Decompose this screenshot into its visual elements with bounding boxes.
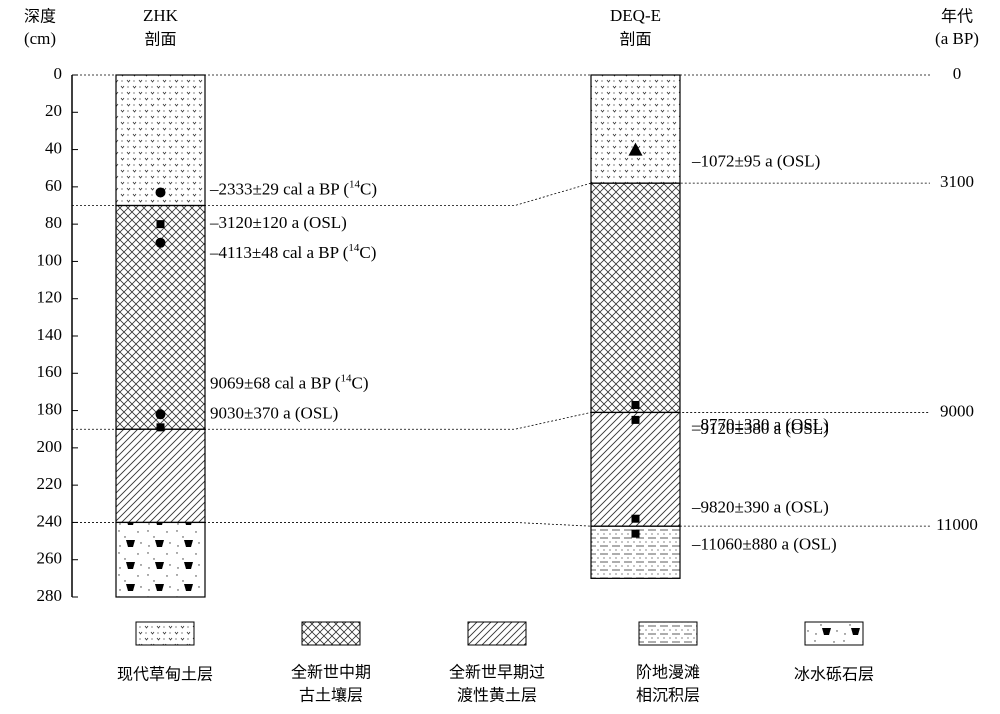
legend-label: 全新世中期 xyxy=(291,663,371,682)
depth-tick-label: 100 xyxy=(37,250,63,269)
boundary-line xyxy=(72,412,930,430)
depth-tick-label: 140 xyxy=(37,325,63,344)
sample-marker xyxy=(631,415,640,424)
sample-marker xyxy=(155,409,166,420)
legend-swatch xyxy=(638,621,698,646)
age-unit: (a BP) xyxy=(935,29,979,48)
boundary-line xyxy=(72,182,930,206)
layer xyxy=(590,74,681,184)
label-sup: 14 xyxy=(341,372,353,384)
profile-subtitle: 剖面 xyxy=(619,30,651,49)
label-text: –9120±380 a (OSL) xyxy=(691,419,829,438)
sample-label: –9120±380 a (OSL) xyxy=(691,419,829,438)
legend-label: 现代草甸土层 xyxy=(117,665,213,684)
legend-label: 渡性黄土层 xyxy=(457,686,537,705)
depth-tick-label: 260 xyxy=(37,549,63,568)
label-text: –8770±330 a (OSL) xyxy=(691,415,829,434)
sample-label: –2333±29 cal a BP (14C) xyxy=(209,178,377,198)
label-sup: 14 xyxy=(348,241,360,253)
label-tail: C) xyxy=(359,243,376,262)
layer xyxy=(115,521,206,598)
depth-tick-label: 0 xyxy=(54,64,63,83)
sample-marker xyxy=(156,220,165,229)
profile-name: ZHK xyxy=(143,6,179,25)
layer xyxy=(590,182,681,414)
depth-tick-label: 80 xyxy=(45,213,62,232)
legend-label: 全新世早期过 xyxy=(449,663,545,682)
sample-label: –1072±95 a (OSL) xyxy=(691,151,820,170)
label-tail: C) xyxy=(352,373,369,392)
sample-marker xyxy=(155,237,166,248)
sample-label: 9030±370 a (OSL) xyxy=(210,403,338,422)
depth-tick-label: 200 xyxy=(37,437,63,456)
label-text: –4113±48 cal a BP ( xyxy=(209,243,349,262)
label-tail: C) xyxy=(360,179,377,198)
legend-swatch xyxy=(135,621,195,646)
depth-tick-label: 40 xyxy=(45,138,62,157)
sample-label: 9069±68 cal a BP (14C) xyxy=(210,372,369,392)
legend-label: 相沉积层 xyxy=(636,686,700,705)
label-text: –11060±880 a (OSL) xyxy=(691,535,837,554)
depth-tick-label: 280 xyxy=(37,586,63,605)
label-text: –1072±95 a (OSL) xyxy=(691,151,820,170)
depth-tick-label: 20 xyxy=(45,101,62,120)
sample-label: –8770±330 a (OSL) xyxy=(691,415,829,434)
label-text: 9030±370 a (OSL) xyxy=(210,403,338,422)
age-label: 0 xyxy=(953,64,962,83)
depth-unit: (cm) xyxy=(24,29,56,48)
layer xyxy=(115,74,206,207)
age-label: 年代 xyxy=(941,7,973,26)
sample-label: –4113±48 cal a BP (14C) xyxy=(209,241,376,261)
label-text: –9820±390 a (OSL) xyxy=(691,498,829,517)
header: 深度 (cm) 年代 (a BP) xyxy=(24,7,979,48)
sample-marker xyxy=(631,529,640,538)
age-label: 3100 xyxy=(940,172,974,191)
profile-name: DEQ-E xyxy=(610,6,661,25)
label-sup: 14 xyxy=(349,178,361,190)
sample-marker xyxy=(631,514,640,523)
legend-swatch xyxy=(467,621,527,646)
layer xyxy=(115,428,206,524)
age-label: 11000 xyxy=(936,515,978,534)
legend-swatch xyxy=(301,621,361,646)
label-text: –2333±29 cal a BP ( xyxy=(209,179,349,198)
age-label: 9000 xyxy=(940,401,974,420)
boundary-line xyxy=(72,522,930,527)
sample-label: –11060±880 a (OSL) xyxy=(691,535,837,554)
depth-tick-label: 220 xyxy=(37,474,63,493)
legend-label: 阶地漫滩 xyxy=(636,663,700,682)
sample-marker xyxy=(628,142,643,156)
depth-tick-label: 120 xyxy=(37,288,63,307)
sample-label: –3120±120 a (OSL) xyxy=(209,213,347,232)
sample-marker xyxy=(155,187,166,198)
label-text: –3120±120 a (OSL) xyxy=(209,213,347,232)
depth-tick-label: 60 xyxy=(45,176,62,195)
depth-tick-label: 180 xyxy=(37,399,63,418)
sample-marker xyxy=(156,423,165,432)
sample-marker xyxy=(631,400,640,409)
legend-label: 冰水砾石层 xyxy=(794,665,874,684)
depth-tick-label: 240 xyxy=(37,511,63,530)
layer xyxy=(590,411,681,527)
legend-label: 古土壤层 xyxy=(299,686,363,705)
depth-tick-label: 160 xyxy=(37,362,63,381)
sample-label: –9820±390 a (OSL) xyxy=(691,498,829,517)
label-text: 9069±68 cal a BP ( xyxy=(210,373,341,392)
profile-subtitle: 剖面 xyxy=(144,30,176,49)
depth-label: 深度 xyxy=(24,7,56,26)
legend-swatch xyxy=(804,621,864,646)
